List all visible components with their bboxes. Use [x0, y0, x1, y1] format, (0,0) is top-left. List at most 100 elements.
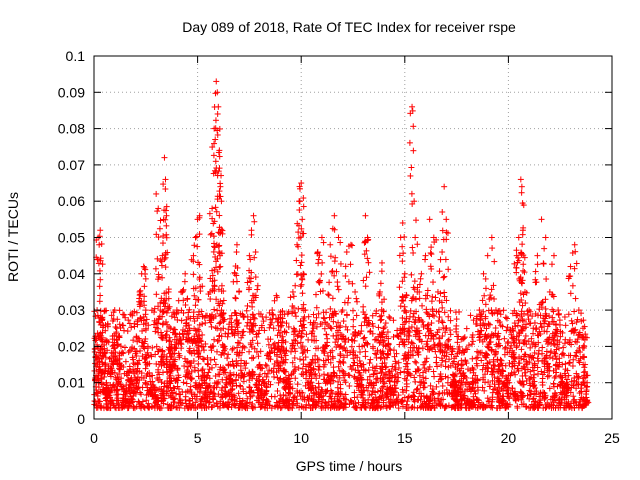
- data-point: [181, 363, 188, 370]
- data-point: [235, 339, 242, 346]
- data-point: [366, 360, 373, 367]
- data-point: [329, 295, 336, 302]
- data-point: [183, 380, 190, 387]
- data-point: [474, 362, 481, 369]
- data-point: [482, 301, 489, 308]
- data-point: [227, 369, 234, 376]
- data-point: [158, 262, 165, 269]
- data-point: [439, 319, 446, 326]
- data-point: [522, 332, 529, 339]
- data-point: [565, 311, 572, 318]
- data-point: [329, 268, 336, 275]
- data-point: [253, 349, 260, 356]
- data-point: [417, 275, 424, 282]
- data-point: [290, 293, 297, 300]
- data-point: [210, 152, 217, 159]
- data-point: [539, 344, 546, 351]
- data-point: [423, 306, 430, 313]
- data-point: [229, 346, 236, 353]
- data-point: [504, 340, 511, 347]
- data-point: [515, 234, 522, 241]
- data-point: [418, 270, 425, 277]
- data-point: [315, 256, 322, 263]
- data-point: [212, 324, 219, 331]
- data-point: [429, 293, 436, 300]
- data-point: [323, 331, 330, 338]
- data-point: [533, 325, 540, 332]
- data-point: [502, 344, 509, 351]
- data-point: [97, 227, 104, 234]
- data-point: [342, 272, 349, 279]
- data-point: [181, 355, 188, 362]
- data-point: [413, 359, 420, 366]
- data-point: [426, 346, 433, 353]
- data-point: [377, 317, 384, 324]
- x-tick-label: 0: [90, 430, 98, 446]
- data-point: [222, 330, 229, 337]
- data-point: [348, 343, 355, 350]
- y-tick-label: 0.01: [58, 375, 85, 391]
- data-point: [252, 274, 259, 281]
- data-point: [331, 258, 338, 265]
- data-point: [432, 294, 439, 301]
- data-point: [573, 260, 580, 267]
- data-point: [427, 263, 434, 270]
- data-point: [436, 335, 443, 342]
- data-point: [159, 240, 166, 247]
- data-point: [462, 346, 469, 353]
- data-point: [511, 354, 518, 361]
- data-point: [96, 267, 103, 274]
- data-point: [492, 325, 499, 332]
- data-point: [428, 244, 435, 251]
- data-point: [336, 358, 343, 365]
- data-point: [216, 165, 223, 172]
- data-point: [463, 325, 470, 332]
- data-point: [199, 366, 206, 373]
- data-point: [122, 358, 129, 365]
- data-point: [362, 212, 369, 219]
- data-point: [504, 315, 511, 322]
- data-point: [271, 393, 278, 400]
- data-point: [491, 295, 498, 302]
- data-point: [366, 269, 373, 276]
- data-point: [180, 379, 187, 386]
- data-point: [294, 381, 301, 388]
- data-point: [224, 355, 231, 362]
- chart-title: Day 089 of 2018, Rate Of TEC Index for r…: [182, 19, 516, 35]
- data-point: [520, 261, 527, 268]
- data-point: [316, 372, 323, 379]
- data-point: [408, 190, 415, 197]
- data-point: [550, 340, 557, 347]
- data-point: [532, 268, 539, 275]
- data-point: [382, 320, 389, 327]
- y-tick-label: 0.03: [58, 302, 85, 318]
- data-point: [570, 356, 577, 363]
- data-point: [505, 338, 512, 345]
- data-point: [394, 333, 401, 340]
- data-point: [315, 356, 322, 363]
- data-point: [202, 319, 209, 326]
- data-point: [437, 256, 444, 263]
- data-point: [426, 216, 433, 223]
- data-point: [518, 183, 525, 190]
- data-point: [153, 190, 160, 197]
- data-point: [350, 316, 357, 323]
- data-point: [319, 259, 326, 266]
- data-points: [91, 78, 592, 412]
- data-point: [212, 158, 219, 165]
- y-tick-label: 0: [77, 411, 85, 427]
- data-point: [216, 249, 223, 256]
- data-point: [330, 332, 337, 339]
- data-point: [341, 401, 348, 408]
- data-point: [130, 337, 137, 344]
- data-point: [441, 273, 448, 280]
- data-point: [360, 277, 367, 284]
- data-point: [410, 249, 417, 256]
- data-point: [371, 336, 378, 343]
- data-point: [156, 225, 163, 232]
- data-point: [283, 320, 290, 327]
- data-point: [439, 208, 446, 215]
- data-point: [401, 233, 408, 240]
- data-point: [214, 338, 221, 345]
- data-point: [401, 303, 408, 310]
